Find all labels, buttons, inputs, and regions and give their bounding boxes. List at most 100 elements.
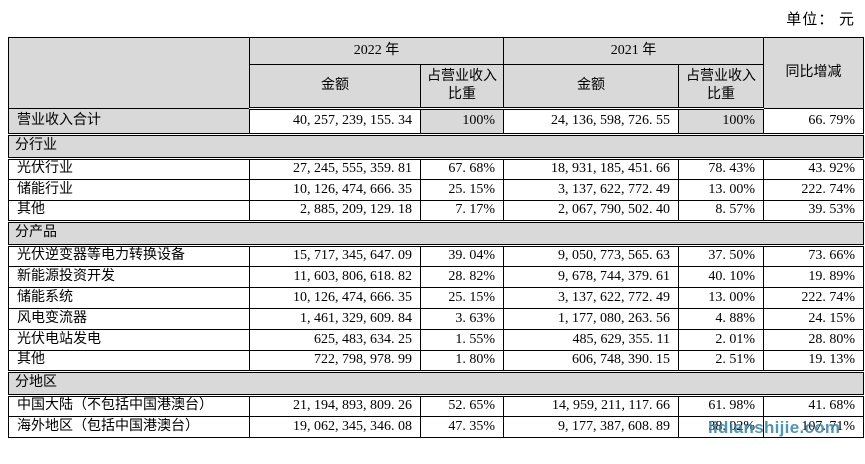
yoy-cell: 39. 53% — [763, 200, 864, 222]
corner-cell — [8, 37, 250, 109]
yoy-cell: 19. 13% — [763, 350, 864, 372]
pct-2021-cell: 13. 00% — [678, 179, 764, 201]
table-row: 其他 722, 798, 978. 99 1. 80% 606, 748, 39… — [8, 350, 864, 372]
amount-2021-cell: 485, 629, 355. 11 — [503, 329, 679, 351]
amount-2021-cell: 14, 959, 211, 117. 66 — [503, 395, 679, 417]
amount-2021-cell: 9, 050, 773, 565. 63 — [503, 245, 679, 267]
pct-2022-cell: 100% — [420, 108, 504, 135]
row-label-cell: 其他 — [8, 350, 250, 372]
pct-2022-cell: 28. 82% — [420, 266, 504, 288]
row-label-cell: 储能系统 — [8, 287, 250, 309]
table-row: 新能源投资开发 11, 603, 806, 618. 82 28. 82% 9,… — [8, 266, 864, 288]
amount-2021-cell: 3, 137, 622, 772. 49 — [503, 179, 679, 201]
year-2022-header: 2022 年 — [249, 37, 504, 65]
amount-2022-cell: 27, 245, 555, 359. 81 — [249, 158, 421, 180]
amount-2021-cell: 24, 136, 598, 726. 55 — [503, 108, 679, 135]
amount-2022-cell: 21, 194, 893, 809. 26 — [249, 395, 421, 417]
pct-2022-cell: 25. 15% — [420, 179, 504, 201]
amount-2021-cell: 18, 931, 185, 451. 66 — [503, 158, 679, 180]
amount-2022-cell: 10, 126, 474, 666. 35 — [249, 287, 421, 309]
amount-2022-cell: 15, 717, 345, 647. 09 — [249, 245, 421, 267]
table-row: 其他 2, 885, 209, 129. 18 7. 17% 2, 067, 7… — [8, 200, 864, 222]
amount-2022-cell: 722, 798, 978. 99 — [249, 350, 421, 372]
pct-2022-cell: 1. 55% — [420, 329, 504, 351]
year-2021-header: 2021 年 — [503, 37, 764, 65]
row-label-cell: 光伏行业 — [8, 158, 250, 180]
amount-2021-cell: 2, 067, 790, 502. 40 — [503, 200, 679, 222]
pct-2021-cell: 8. 57% — [678, 200, 764, 222]
table-row: 储能系统 10, 126, 474, 666. 35 25. 15% 3, 13… — [8, 287, 864, 309]
pct-2022-cell: 1. 80% — [420, 350, 504, 372]
pct-2022-cell: 7. 17% — [420, 200, 504, 222]
amount-2022-cell: 11, 603, 806, 618. 82 — [249, 266, 421, 288]
row-label-cell: 中国大陆（不包括中国港澳台） — [8, 395, 250, 417]
pct-2021-header: 占营业收入比重 — [678, 64, 764, 110]
yoy-cell: 41. 68% — [763, 395, 864, 417]
amount-2022-cell: 19, 062, 345, 346. 08 — [249, 416, 421, 438]
yoy-cell: 222. 74% — [763, 179, 864, 201]
pct-2022-header: 占营业收入比重 — [420, 64, 504, 110]
table-row: 光伏逆变器等电力转换设备 15, 717, 345, 647. 09 39. 0… — [8, 245, 864, 267]
table-row: 风电变流器 1, 461, 329, 609. 84 3. 63% 1, 177… — [8, 308, 864, 330]
table-row: 光伏行业 27, 245, 555, 359. 81 67. 68% 18, 9… — [8, 158, 864, 180]
amount-2021-cell: 1, 177, 080, 263. 56 — [503, 308, 679, 330]
row-label-cell: 光伏逆变器等电力转换设备 — [8, 245, 250, 267]
amount-2021-cell: 3, 137, 622, 772. 49 — [503, 287, 679, 309]
yoy-cell: 19. 89% — [763, 266, 864, 288]
table-row: 中国大陆（不包括中国港澳台） 21, 194, 893, 809. 26 52.… — [8, 395, 864, 417]
pct-2021-cell: 13. 00% — [678, 287, 764, 309]
yoy-header: 同比增减 — [763, 37, 864, 109]
amount-2021-cell: 9, 678, 744, 379. 61 — [503, 266, 679, 288]
pct-2021-cell: 61. 98% — [678, 395, 764, 417]
row-label-cell: 光伏电站发电 — [8, 329, 250, 351]
pct-2022-cell: 47. 35% — [420, 416, 504, 438]
section-row-by-industry: 分行业 — [8, 133, 864, 160]
yoy-cell: 73. 66% — [763, 245, 864, 267]
pct-2021-cell: 78. 43% — [678, 158, 764, 180]
pct-2021-cell: 100% — [678, 108, 764, 135]
row-label-cell: 储能行业 — [8, 179, 250, 201]
yoy-cell: 43. 92% — [763, 158, 864, 180]
yoy-cell: 107. 71% — [763, 416, 864, 438]
section-title: 分地区 — [8, 370, 864, 397]
pct-2021-cell: 2. 01% — [678, 329, 764, 351]
revenue-table: 2022 年 2021 年 同比增减 金额 占营业收入比重 金额 占营业收入比重… — [8, 37, 864, 438]
pct-2022-cell: 39. 04% — [420, 245, 504, 267]
header-row-measures: 金额 占营业收入比重 金额 占营业收入比重 — [9, 64, 864, 110]
yoy-cell: 24. 15% — [763, 308, 864, 330]
amount-2022-cell: 1, 461, 329, 609. 84 — [249, 308, 421, 330]
header-row-years: 2022 年 2021 年 同比增减 — [8, 37, 864, 109]
section-row-by-product: 分产品 — [8, 220, 864, 247]
table-row: 光伏电站发电 625, 483, 634. 25 1. 55% 485, 629… — [8, 329, 864, 351]
amount-2022-cell: 2, 885, 209, 129. 18 — [249, 200, 421, 222]
amount-2022-cell: 40, 257, 239, 155. 34 — [249, 108, 421, 135]
pct-2021-cell: 37. 50% — [678, 245, 764, 267]
unit-label: 单位： 元 — [786, 12, 855, 28]
pct-2022-cell: 52. 65% — [420, 395, 504, 417]
amount-2021-cell: 606, 748, 390. 15 — [503, 350, 679, 372]
yoy-cell: 28. 80% — [763, 329, 864, 351]
pct-2022-cell: 25. 15% — [420, 287, 504, 309]
section-row-by-region: 分地区 — [8, 370, 864, 397]
amount-2022-cell: 625, 483, 634. 25 — [249, 329, 421, 351]
amount-2022-header: 金额 — [249, 64, 421, 110]
section-title: 分行业 — [8, 133, 864, 160]
amount-2022-cell: 10, 126, 474, 666. 35 — [249, 179, 421, 201]
row-label-cell: 新能源投资开发 — [8, 266, 250, 288]
pct-2021-cell: 40. 10% — [678, 266, 764, 288]
amount-2021-cell: 9, 177, 387, 608. 89 — [503, 416, 679, 438]
pct-2021-cell: 4. 88% — [678, 308, 764, 330]
row-label-cell: 其他 — [8, 200, 250, 222]
pct-2022-cell: 3. 63% — [420, 308, 504, 330]
row-label-cell: 风电变流器 — [8, 308, 250, 330]
section-title: 分产品 — [8, 220, 864, 247]
total-revenue-row: 营业收入合计 40, 257, 239, 155. 34 100% 24, 13… — [8, 108, 864, 135]
table-row: 海外地区（包括中国港澳台） 19, 062, 345, 346. 08 47. … — [8, 416, 864, 438]
yoy-cell: 222. 74% — [763, 287, 864, 309]
yoy-cell: 66. 79% — [763, 108, 864, 135]
pct-2022-cell: 67. 68% — [420, 158, 504, 180]
pct-2021-cell: 38. 02% — [678, 416, 764, 438]
table-row: 储能行业 10, 126, 474, 666. 35 25. 15% 3, 13… — [8, 179, 864, 201]
amount-2021-header: 金额 — [503, 64, 679, 110]
